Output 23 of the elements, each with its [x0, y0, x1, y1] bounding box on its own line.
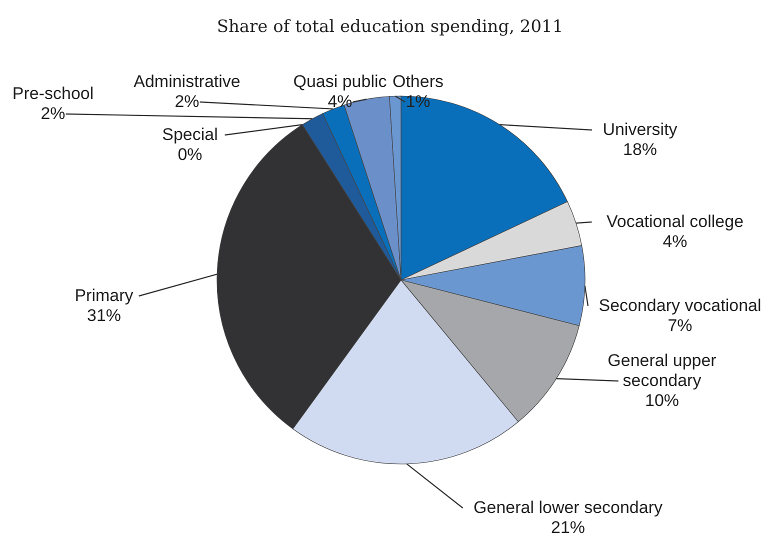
data-label: 2% [40, 104, 66, 123]
slice-label: General lower secondary [474, 498, 663, 517]
chart-subtitle: Share of total education spending, 2011 [216, 17, 564, 37]
slice-label: University [602, 120, 678, 139]
slice-label: Primary [74, 286, 134, 305]
data-label: 4% [662, 232, 688, 251]
data-label: 10% [644, 391, 680, 410]
slice-label: Secondary vocational [598, 296, 762, 315]
data-label: 21% [550, 518, 586, 537]
legend-label: Special [162, 125, 218, 144]
text: 0% [178, 145, 202, 164]
slice-label: Administrative [134, 72, 240, 91]
slice-label: Quasi public [293, 72, 388, 91]
data-label: 31% [86, 306, 122, 325]
slice-label: Pre-school [12, 84, 94, 103]
data-label: 2% [174, 92, 200, 111]
slice-label: General upper secondary [608, 351, 717, 390]
data-label: 7% [668, 316, 692, 335]
slice-label: Vocational college [606, 212, 744, 231]
data-label: 1% [406, 92, 430, 111]
slice-label: Others [392, 72, 444, 91]
data-label: 18% [622, 140, 658, 159]
data-label: 4% [328, 92, 352, 111]
